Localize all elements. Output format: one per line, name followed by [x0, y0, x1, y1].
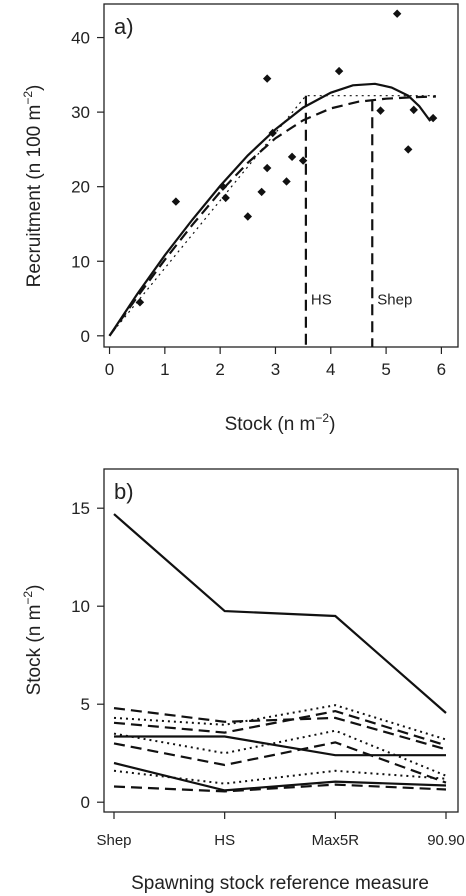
data-point — [287, 152, 297, 162]
panel-a-x-axis: 0 1 2 3 4 5 6 — [105, 347, 446, 379]
data-point — [257, 187, 266, 197]
x-tick-label: 3 — [271, 360, 280, 379]
panel-a-series — [108, 82, 436, 337]
series-line-solid — [114, 735, 446, 757]
panel-b-frame — [103, 468, 459, 813]
series-line-dotted — [113, 704, 447, 741]
data-point — [298, 156, 308, 165]
y-tick-label: 5 — [81, 695, 90, 714]
x-tick-label: Shep — [96, 832, 131, 849]
data-point — [262, 163, 272, 173]
reference-line-label: HS — [311, 292, 332, 309]
y-tick-label: 0 — [81, 327, 90, 346]
panel-a-points — [135, 9, 438, 307]
data-point — [218, 182, 228, 191]
panel-a-reference-lines: HS Shep — [304, 95, 412, 347]
x-tick-label: 5 — [381, 360, 390, 379]
series-line-solid — [108, 82, 432, 337]
panel-a-y-axis: 0 10 20 30 40 — [71, 29, 104, 346]
x-tick-label: 4 — [326, 360, 335, 379]
data-point — [376, 106, 385, 115]
series-line-dashed — [113, 783, 447, 793]
y-tick-label: 30 — [71, 103, 90, 122]
data-point — [171, 197, 181, 206]
panel-b-y-axis-title: Stock (n m−2) — [21, 585, 45, 696]
panel-a-x-axis-title: Stock (n m−2) — [225, 411, 336, 435]
series-line-dotted — [113, 769, 447, 785]
series-line-dashed — [113, 741, 447, 784]
panel-b-series — [113, 513, 447, 793]
x-tick-label: 0 — [105, 360, 114, 379]
series-line-dotted — [113, 729, 447, 777]
data-point — [404, 145, 413, 154]
data-point — [409, 105, 418, 115]
data-point — [282, 177, 291, 186]
data-point — [135, 298, 145, 307]
data-point — [221, 193, 230, 203]
x-tick-label: 90.90 — [427, 832, 465, 849]
series-line-dashed — [113, 709, 447, 747]
y-tick-label: 40 — [71, 29, 90, 48]
x-tick-label: 1 — [160, 360, 169, 379]
panel-a-label: a) — [114, 14, 134, 39]
panel-b: b) Shep HS Max5R 90.90 0 5 10 15 Spawning stoc… — [21, 468, 465, 894]
panel-a: a) 0 1 2 3 4 5 6 0 10 20 30 40 HS Shep Stock (n m−2… — [21, 3, 459, 435]
data-point — [428, 113, 438, 123]
panel-b-label: b) — [114, 479, 134, 504]
reference-line-label: Shep — [377, 292, 412, 309]
x-tick-label: 6 — [437, 360, 446, 379]
panel-b-x-axis: Shep HS Max5R 90.90 — [96, 812, 465, 849]
y-tick-label: 15 — [71, 499, 90, 518]
series-line-dashed — [108, 95, 436, 337]
x-tick-label: 2 — [215, 360, 224, 379]
data-point — [243, 212, 253, 221]
data-point — [268, 128, 277, 138]
series-line-dotted — [109, 95, 436, 337]
panel-a-y-axis-title: Recruitment (n 100 m−2) — [21, 85, 45, 288]
y-tick-label: 0 — [81, 793, 90, 812]
panel-a-frame — [103, 3, 459, 348]
y-tick-label: 10 — [71, 597, 90, 616]
data-point — [392, 9, 402, 18]
x-tick-label: Max5R — [312, 832, 360, 849]
y-tick-label: 10 — [71, 252, 90, 271]
series-line-solid — [113, 513, 447, 714]
y-tick-label: 20 — [71, 178, 90, 197]
panel-b-y-axis: 0 5 10 15 — [71, 499, 104, 812]
series-line-dashed — [113, 707, 447, 751]
panel-b-x-axis-title: Spawning stock reference measure — [131, 873, 429, 894]
data-point — [262, 74, 272, 83]
x-tick-label: HS — [214, 832, 235, 849]
data-point — [334, 66, 344, 76]
